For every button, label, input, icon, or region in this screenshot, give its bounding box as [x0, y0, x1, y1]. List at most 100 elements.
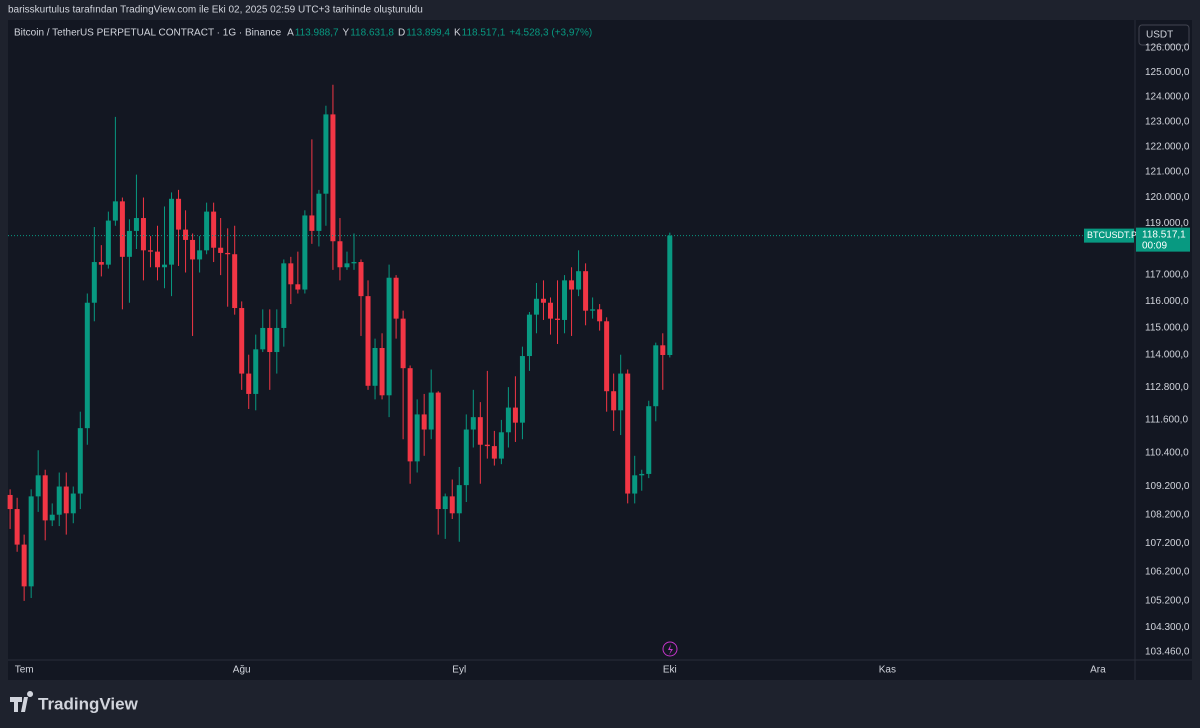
candle-body: [393, 277, 399, 319]
y-tick-label: 110.400,0: [1145, 448, 1189, 459]
logo: TradingView: [10, 691, 139, 713]
candle-body: [232, 254, 238, 309]
y-tick-label: 117.000,0: [1145, 270, 1189, 281]
caption: barisskurtulus tarafından TradingView.co…: [8, 5, 423, 16]
legend-value: 118.631,8: [350, 28, 394, 39]
candle-body: [484, 444, 490, 447]
candle-body: [344, 263, 350, 268]
candle-body: [519, 356, 525, 423]
candle-body: [14, 509, 20, 545]
x-tick-label: Eyl: [452, 665, 466, 676]
candle-body: [253, 349, 259, 394]
legend-change: +4.528,3 (+3,97%): [509, 28, 592, 39]
candle-body: [407, 368, 413, 462]
candle-body: [358, 262, 364, 297]
candle-body: [597, 309, 603, 322]
candle-body: [63, 486, 69, 514]
y-tick-label: 112.800,0: [1145, 382, 1189, 393]
y-tick-label: 105.200,0: [1145, 596, 1190, 607]
candle-body: [239, 308, 245, 374]
candle-body: [274, 327, 280, 353]
candle-body: [126, 230, 132, 257]
candle-body: [505, 407, 511, 433]
candle-body: [337, 241, 343, 268]
y-tick-label: 123.000,0: [1145, 116, 1190, 127]
candle-body: [302, 215, 308, 290]
candle-body: [176, 198, 182, 230]
candle-body: [653, 345, 659, 407]
candle-body: [154, 251, 160, 268]
candle-body: [147, 250, 153, 252]
candle-body: [547, 302, 553, 319]
candle-body: [56, 486, 62, 515]
candle-body: [555, 318, 561, 320]
candle-body: [330, 114, 336, 242]
candle-body: [309, 215, 315, 231]
candle-body: [470, 417, 476, 430]
candle-body: [288, 263, 294, 285]
candle-body: [632, 475, 638, 494]
currency: USDT: [1146, 30, 1173, 41]
legend-value: 118.517,1: [462, 28, 506, 39]
candle-body: [604, 321, 610, 392]
candle-body: [295, 284, 301, 290]
candle-body: [477, 417, 483, 445]
y-tick-label: 114.000,0: [1145, 349, 1189, 360]
time-axis: [8, 660, 1192, 680]
logo-mark: [10, 691, 34, 712]
candle-body: [421, 414, 427, 430]
legend-key: A: [287, 28, 294, 39]
x-tick-label: Ağu: [233, 665, 251, 676]
candle-body: [611, 391, 617, 411]
legend-key: Y: [343, 28, 350, 39]
candle-body: [646, 406, 652, 474]
y-tick-label: 108.200,0: [1145, 509, 1190, 520]
candle-body: [91, 262, 97, 303]
legend-key: D: [398, 28, 405, 39]
candle-body: [70, 493, 76, 514]
y-tick-label: 106.200,0: [1145, 567, 1190, 578]
candle-body: [533, 298, 539, 315]
candle-body: [583, 271, 589, 311]
legend-value: 113.899,4: [406, 28, 450, 39]
candle-body: [183, 229, 189, 240]
candle-body: [28, 496, 34, 587]
y-tick-label: 104.300,0: [1145, 622, 1190, 633]
candle-body: [140, 218, 146, 251]
candle-body: [365, 296, 371, 386]
candle-body: [512, 407, 518, 423]
candle-body: [428, 392, 434, 430]
price-axis: [1135, 20, 1192, 660]
candle-body: [316, 193, 322, 231]
candle-body: [463, 429, 469, 486]
candle-body: [351, 262, 357, 264]
candle-body: [98, 262, 104, 265]
last-price-label: 118.517,1: [1142, 229, 1186, 240]
x-tick-label: Eki: [663, 665, 677, 676]
currency-box[interactable]: [1138, 24, 1190, 46]
candle-body: [21, 544, 27, 587]
price-badge: [1136, 227, 1190, 252]
candle-body: [112, 201, 118, 221]
candle-body: [7, 494, 13, 510]
y-tick-label: 115.000,0: [1145, 323, 1189, 334]
x-tick-label: Tem: [15, 665, 34, 676]
candle-body: [218, 247, 224, 253]
y-tick-label: 125.000,0: [1145, 67, 1190, 78]
candle-body: [260, 327, 266, 350]
candle-body: [449, 496, 455, 514]
candle-body: [386, 277, 392, 396]
candle-body: [660, 345, 666, 356]
y-tick-label: 103.460,0: [1145, 647, 1190, 658]
candle-body: [84, 302, 90, 429]
candle-body: [540, 298, 546, 303]
candle-body: [323, 114, 329, 194]
event-icon[interactable]: [662, 641, 678, 657]
candle-body: [491, 446, 497, 459]
candle-body: [281, 263, 287, 328]
candle-body: [162, 264, 168, 268]
legend-value: 113.988,7: [295, 28, 339, 39]
candle-body: [625, 373, 631, 494]
y-tick-label: 124.000,0: [1145, 92, 1190, 103]
